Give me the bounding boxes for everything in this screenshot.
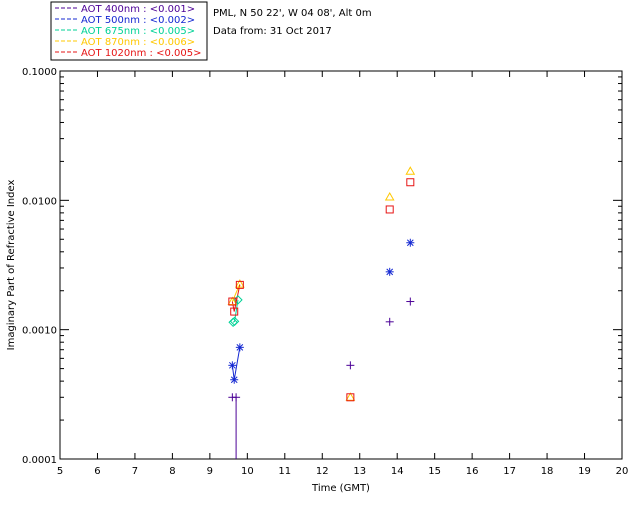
data-point: [385, 317, 394, 326]
legend: AOT 400nm : <0.001>AOT 500nm : <0.002>AO…: [55, 4, 201, 59]
x-tick-label: 14: [391, 466, 404, 477]
x-tick-label: 10: [241, 466, 254, 477]
x-tick-label: 12: [316, 466, 329, 477]
y-tick-label: 0.1000: [22, 67, 57, 78]
data-point: [346, 393, 355, 402]
x-tick-label: 13: [353, 466, 366, 477]
data-point: [230, 375, 239, 384]
x-axis-ticks: 5 6 7 8 9 10 11 12 13 14 15 16 17 18 19 20: [57, 71, 629, 477]
data-point: [346, 361, 355, 370]
data-point: [229, 316, 240, 327]
series-points: [227, 166, 416, 402]
x-tick-label: 9: [207, 466, 213, 477]
data-point: [385, 267, 394, 276]
data-point: [228, 361, 237, 370]
legend-label: AOT 870nm : <0.006>: [81, 37, 195, 48]
data-point: [405, 166, 416, 175]
x-tick-label: 20: [616, 466, 629, 477]
x-tick-label: 15: [428, 466, 441, 477]
x-tick-label: 18: [541, 466, 554, 477]
legend-label: AOT 500nm : <0.002>: [81, 15, 195, 26]
data-point: [232, 393, 241, 402]
data-point: [406, 297, 415, 306]
y-axis-label: Imaginary Part of Refractive Index: [6, 180, 17, 351]
data-point: [385, 205, 394, 214]
data-point: [228, 297, 237, 306]
legend-label: AOT 400nm : <0.001>: [81, 4, 195, 15]
legend-label: AOT 675nm : <0.005>: [81, 26, 195, 37]
data-point: [406, 238, 415, 247]
data-point: [235, 343, 244, 352]
data-point: [235, 280, 244, 289]
x-tick-label: 7: [132, 466, 138, 477]
data-point: [384, 192, 395, 201]
y-tick-label: 0.0001: [22, 455, 57, 466]
data-point: [345, 392, 356, 401]
legend-box: [50, 1, 208, 61]
y-tick-label: 0.0100: [22, 196, 57, 207]
y-axis-ticks: 0.0001 0.0010 0.0100 0.1000: [22, 67, 622, 466]
data-point: [406, 178, 415, 187]
legend-label: AOT 1020nm : <0.005>: [81, 48, 201, 59]
header-date: Data from: 31 Oct 2017: [213, 26, 332, 37]
x-axis-label: Time (GMT): [311, 483, 370, 494]
x-tick-label: 6: [94, 466, 100, 477]
series-line: [232, 299, 239, 323]
x-tick-label: 17: [503, 466, 516, 477]
header-location: PML, N 50 22', W 04 08', Alt 0m: [213, 8, 372, 19]
plot-frame: [59, 70, 623, 460]
x-tick-label: 8: [169, 466, 175, 477]
series-lines: [231, 283, 241, 459]
x-tick-label: 11: [278, 466, 291, 477]
x-tick-label: 19: [578, 466, 591, 477]
y-tick-label: 0.0010: [22, 326, 57, 337]
x-tick-label: 5: [57, 466, 63, 477]
data-point: [234, 279, 245, 288]
x-tick-label: 16: [466, 466, 479, 477]
data-point: [230, 307, 239, 316]
